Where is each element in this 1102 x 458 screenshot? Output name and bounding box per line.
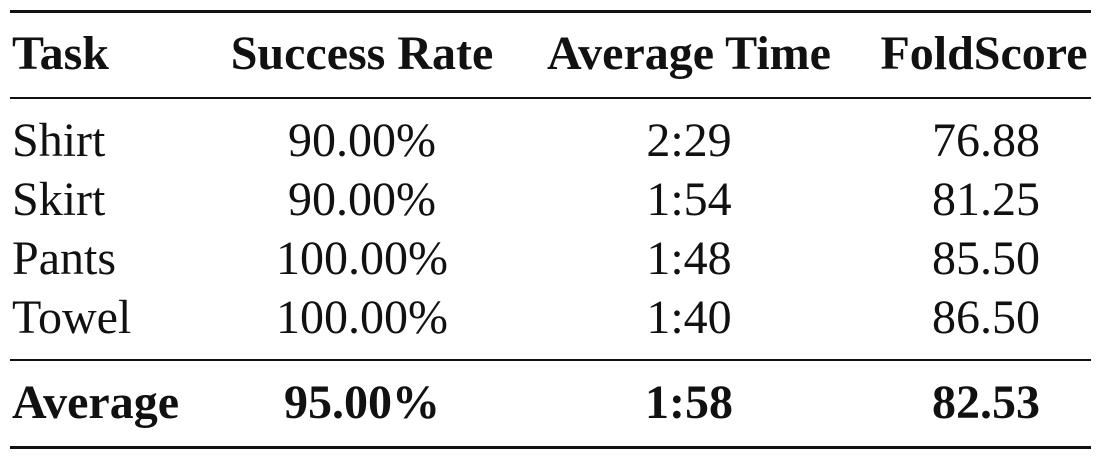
top-rule (10, 10, 1091, 13)
header-success-rate: Success Rate (230, 27, 494, 80)
cell-average-time: 2:29 (646, 114, 732, 167)
header-rule (10, 97, 1091, 99)
cell-task: Towel (12, 291, 132, 344)
table-row: Pants 100.00% 1:48 85.50 (0, 230, 1102, 288)
average-label: Average (12, 376, 180, 429)
cell-success-rate: 90.00% (288, 114, 436, 167)
cell-foldscore: 76.88 (932, 114, 1040, 167)
header-foldscore: FoldScore (880, 27, 1088, 80)
average-rule (10, 359, 1091, 361)
cell-success-rate: 90.00% (288, 173, 436, 226)
bottom-rule (10, 446, 1091, 449)
average-row: Average 95.00% 1:58 82.53 (0, 374, 1102, 432)
average-success-rate: 95.00% (284, 376, 440, 429)
table-row: Towel 100.00% 1:40 86.50 (0, 289, 1102, 347)
table-row: Skirt 90.00% 1:54 81.25 (0, 171, 1102, 229)
header-average-time: Average Time (547, 27, 831, 80)
cell-success-rate: 100.00% (276, 291, 448, 344)
cell-average-time: 1:54 (646, 173, 732, 226)
cell-task: Pants (12, 232, 117, 285)
average-time: 1:58 (645, 376, 733, 429)
cell-foldscore: 85.50 (932, 232, 1040, 285)
cell-foldscore: 86.50 (932, 291, 1040, 344)
header-task: Task (12, 27, 109, 80)
cell-average-time: 1:40 (646, 291, 732, 344)
average-foldscore: 82.53 (932, 376, 1040, 429)
header-row: Task Success Rate Average Time FoldScore (0, 25, 1102, 83)
cell-average-time: 1:48 (646, 232, 732, 285)
cell-success-rate: 100.00% (276, 232, 448, 285)
cell-task: Shirt (12, 114, 106, 167)
cell-task: Skirt (12, 173, 106, 226)
table-row: Shirt 90.00% 2:29 76.88 (0, 112, 1102, 170)
cell-foldscore: 81.25 (932, 173, 1040, 226)
